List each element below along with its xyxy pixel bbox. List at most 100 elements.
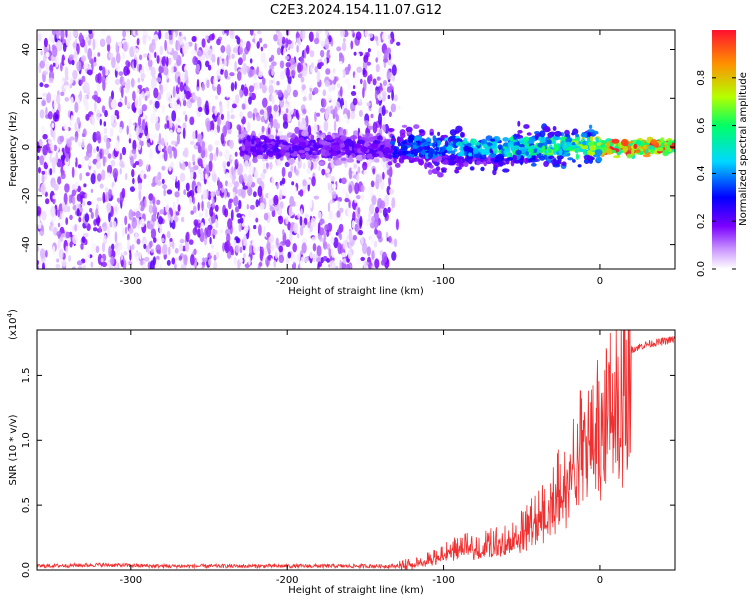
heatmap-cell [317,261,322,268]
heatmap-cell [69,136,75,141]
heatmap-cell [301,141,307,148]
heatmap-cell [321,168,326,176]
heatmap-cell [293,255,298,263]
heatmap-cell [39,248,46,259]
heatmap-cell [220,52,225,60]
heatmap-cell [279,180,283,186]
heatmap-cell [49,168,53,176]
heatmap-cell [169,209,173,216]
heatmap-cell [120,259,124,268]
heatmap-cell [287,171,293,179]
heatmap-cell [138,94,144,99]
heatmap-cell [460,131,465,138]
spectrogram-frame [36,29,676,270]
heatmap-cell [179,172,186,182]
heatmap-cell [219,103,223,115]
heatmap-cell [311,125,314,131]
heatmap-cell [330,110,334,114]
heatmap-cell [42,30,48,39]
heatmap-cell [383,147,391,154]
heatmap-cell [238,163,244,176]
heatmap-cell [352,97,358,106]
heatmap-cell [136,38,140,46]
heatmap-cell [314,66,319,73]
heatmap-cell [141,119,146,131]
heatmap-cell [368,90,373,100]
heatmap-cell [132,217,136,223]
heatmap-cell [56,231,62,237]
heatmap-cell [95,245,100,253]
heatmap-cell [97,253,103,265]
heatmap-cell [126,125,129,135]
heatmap-cell [244,141,251,147]
heatmap-cell [247,174,253,186]
heatmap-cell [144,95,148,101]
heatmap-cell [188,195,193,206]
heatmap-cell [104,234,107,242]
heatmap-cell [38,167,41,174]
heatmap-cell [292,89,298,98]
heatmap-cell [193,205,197,214]
heatmap-cell [224,208,229,218]
heatmap-cell [487,155,492,163]
heatmap-cell [386,86,393,93]
heatmap-cell [282,229,285,236]
heatmap-cell [350,40,354,50]
heatmap-cell [404,146,408,150]
heatmap-cell [391,251,397,261]
colorbar-ticks: 0.0 0.2 0.4 0.6 0.8 [696,70,736,277]
heatmap-cell [71,166,75,178]
heatmap-cell [99,183,104,189]
heatmap-cell [43,37,48,48]
heatmap-cell [101,169,106,181]
heatmap-cell [308,79,314,89]
heatmap-cell [199,212,203,217]
heatmap-cell [77,164,82,169]
heatmap-cell [79,90,82,102]
heatmap-cell [249,92,253,97]
heatmap-cell [196,185,202,194]
heatmap-cell [369,73,373,82]
heatmap-cell [45,250,48,258]
heatmap-cell [247,111,253,119]
heatmap-cell [252,112,256,121]
heatmap-cell [393,238,398,248]
heatmap-cell [399,129,406,136]
heatmap-cell [363,55,369,63]
heatmap-cell [645,148,649,154]
heatmap-cell [37,216,40,226]
heatmap-cell [150,113,155,121]
heatmap-cell [613,155,621,159]
heatmap-cell [219,229,223,234]
heatmap-cell [75,157,78,169]
heatmap-cell [69,78,74,84]
heatmap-cell [224,188,227,200]
heatmap-cell [56,258,60,263]
heatmap-cell [596,142,601,147]
heatmap-cell [577,164,582,168]
heatmap-cell [266,49,270,56]
heatmap-cell [287,251,292,259]
heatmap-cell [192,171,197,180]
heatmap-cell [285,216,289,225]
heatmap-cell [124,226,128,235]
heatmap-cell [122,163,125,168]
heatmap-cell [158,216,163,225]
heatmap-cell [285,239,291,248]
heatmap-cell [447,136,452,143]
heatmap-cell [80,80,83,85]
heatmap-cell [178,255,183,261]
heatmap-cell [280,70,285,80]
heatmap-cell [388,176,392,187]
heatmap-cell [150,228,157,240]
heatmap-cell [594,149,603,156]
heatmap-cell [184,114,188,122]
heatmap-cell [189,140,195,145]
heatmap-cell [158,154,162,160]
x-tick-label: 0 [597,276,603,287]
heatmap-cell [312,253,316,263]
heatmap-cell [314,98,321,104]
heatmap-cell [323,231,326,242]
heatmap-cell [237,261,241,269]
heatmap-cell [243,234,247,247]
